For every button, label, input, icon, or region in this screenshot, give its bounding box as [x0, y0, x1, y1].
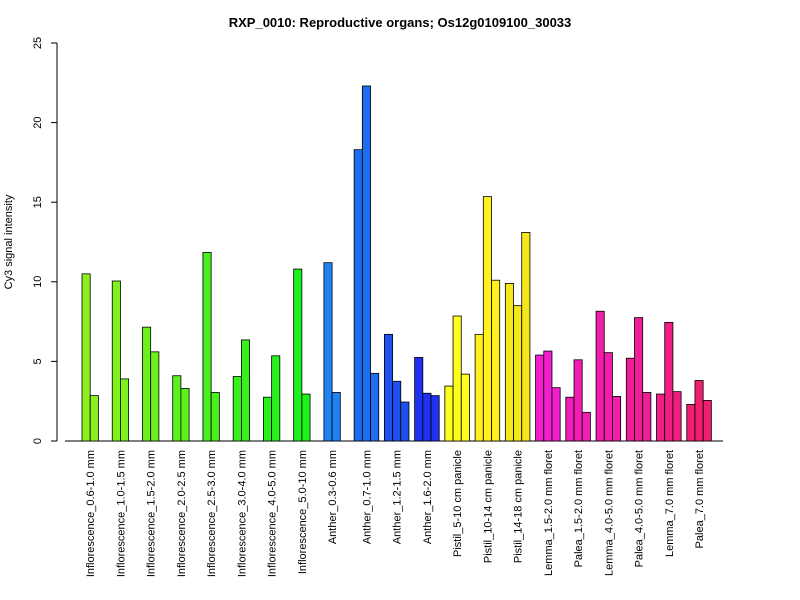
- bar: [150, 351, 160, 442]
- x-tick-label: Anther_1.6-2.0 mm: [422, 450, 434, 544]
- x-tick-label: Pistil_10-14 cm panicle: [482, 450, 494, 563]
- bar: [331, 392, 341, 442]
- bar: [430, 395, 440, 442]
- bar: [634, 317, 644, 442]
- x-tick-label: Anther_0.3-0.6 mm: [327, 450, 339, 544]
- x-tick-label: Inflorescence_0.6-1.0 mm: [85, 450, 97, 577]
- bar: [142, 326, 152, 442]
- x-tick-label: Anther_0.7-1.0 mm: [361, 450, 373, 544]
- bar: [595, 310, 605, 442]
- bar: [672, 391, 682, 442]
- bar: [323, 262, 333, 442]
- bar: [543, 350, 553, 442]
- x-tick-label: Inflorescence_1.5-2.0 mm: [146, 450, 158, 577]
- bar: [551, 387, 561, 442]
- bar: [271, 355, 281, 442]
- bar: [573, 359, 583, 442]
- bar: [81, 273, 91, 442]
- x-tick-label: Inflorescence_2.5-3.0 mm: [206, 450, 218, 577]
- bar: [202, 251, 212, 442]
- bar: [422, 392, 432, 442]
- y-axis-label: Cy3 signal intensity: [3, 194, 15, 289]
- bar: [565, 396, 575, 442]
- x-tick-label: Inflorescence_5.0-10 mm: [297, 450, 309, 574]
- bar: [474, 333, 484, 442]
- y-tick-label: 0: [32, 438, 44, 444]
- bar: [263, 396, 273, 442]
- bar: [111, 280, 121, 442]
- bar: [581, 411, 591, 442]
- bar: [482, 196, 492, 442]
- y-tick-label: 25: [32, 37, 44, 49]
- bar: [642, 392, 652, 442]
- bar: [301, 393, 311, 442]
- x-tick-label: Palea_1.5-2.0 mm floret: [573, 450, 585, 567]
- bar: [370, 372, 380, 442]
- bar: [361, 85, 371, 442]
- bar: [89, 395, 99, 442]
- bars: [81, 85, 712, 442]
- x-tick-label: Inflorescence_3.0-4.0 mm: [236, 450, 248, 577]
- x-tick-label: Inflorescence_2.0-2.5 mm: [176, 450, 188, 577]
- x-tick-label: Pistil_14-18 cm panicle: [513, 450, 525, 563]
- bar: [702, 399, 712, 442]
- bar: [521, 232, 531, 442]
- bar: [383, 333, 393, 442]
- chart-title: RXP_0010: Reproductive organs; Os12g0109…: [229, 15, 572, 30]
- bar: [656, 393, 666, 442]
- bar: [460, 373, 470, 442]
- bar: [210, 392, 220, 442]
- y-tick-label: 5: [32, 358, 44, 364]
- x-tick-label: Palea_7.0 mm floret: [694, 450, 706, 548]
- bar: [491, 279, 501, 442]
- x-tick-labels: Inflorescence_0.6-1.0 mm Inflorescence_1.…: [85, 450, 706, 577]
- y-tick-label: 10: [32, 276, 44, 288]
- bar: [180, 388, 190, 442]
- bar: [612, 396, 622, 442]
- bar: [232, 376, 242, 442]
- bar: [240, 339, 250, 442]
- bar: [293, 268, 303, 442]
- bar: [513, 305, 523, 442]
- bar: [625, 357, 635, 442]
- bar: [414, 357, 424, 442]
- bar: [400, 401, 410, 442]
- bar: [603, 352, 613, 442]
- bar: [452, 315, 462, 442]
- x-tick-label: Inflorescence_1.0-1.5 mm: [115, 450, 127, 577]
- bar: [694, 380, 704, 442]
- x-tick-label: Anther_1.2-1.5 mm: [392, 450, 404, 544]
- bar: [172, 375, 182, 442]
- y-tick-label: 20: [32, 116, 44, 128]
- bar: [504, 282, 514, 442]
- x-tick-label: Inflorescence_4.0-5.0 mm: [267, 450, 279, 577]
- bar: [686, 403, 696, 442]
- y-tick-label: 15: [32, 196, 44, 208]
- bar: [535, 354, 545, 442]
- x-tick-label: Lemma_7.0 mm floret: [664, 450, 676, 557]
- x-tick-label: Lemma_4.0-5.0 mm floret: [603, 450, 615, 576]
- bar: [444, 385, 454, 442]
- x-tick-label: Pistil_5-10 cm panicle: [452, 450, 464, 557]
- bar: [392, 380, 402, 442]
- bar: [120, 378, 130, 442]
- y-axis: 0 5 10 15 20 25: [32, 37, 58, 444]
- x-tick-label: Lemma_1.5-2.0 mm floret: [543, 450, 555, 576]
- x-tick-label: Palea_4.0-5.0 mm floret: [634, 450, 646, 567]
- bar: [353, 149, 363, 442]
- bar: [664, 321, 674, 442]
